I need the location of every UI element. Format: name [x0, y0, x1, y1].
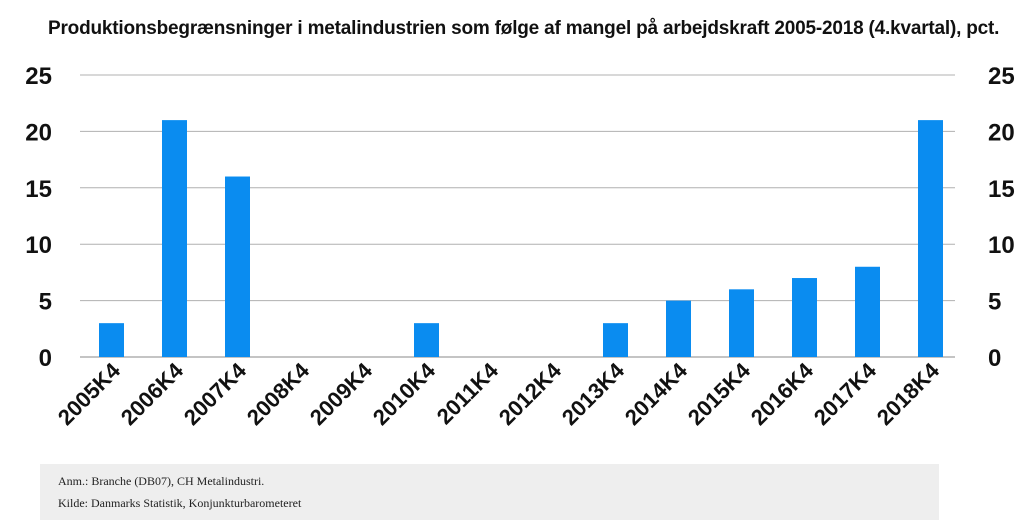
bar-2015K4: [729, 289, 754, 357]
bar-chart: 0 5 10 15 20 25 0 5 10 15 20 25 2005K42006K42007K4…: [25, 63, 1015, 430]
x-tick-label: 2012K4: [494, 357, 567, 430]
y-tick-label-right: 5: [988, 289, 1001, 316]
x-tick-label: 2011K4: [432, 357, 504, 429]
x-tick-label: 2005K4: [53, 357, 126, 430]
x-tick-label: 2009K4: [305, 357, 378, 430]
x-tick-label: 2016K4: [746, 357, 819, 430]
y-tick-label-left: 20: [25, 119, 52, 146]
right-y-axis: 0 5 10 15 20 25: [988, 63, 1015, 372]
source-text: Kilde: Danmarks Statistik, Konjunkturbar…: [58, 496, 302, 510]
x-tick-label: 2010K4: [368, 357, 441, 430]
y-tick-label-left: 10: [25, 232, 52, 259]
bar-2014K4: [666, 300, 691, 357]
y-tick-label-right: 25: [988, 63, 1015, 90]
bar-2016K4: [792, 278, 817, 357]
y-tick-label-left: 25: [25, 63, 52, 90]
bar-2017K4: [855, 266, 880, 357]
bar-2006K4: [162, 120, 187, 358]
left-y-axis: 0 5 10 15 20 25: [25, 63, 52, 372]
y-tick-label-left: 5: [39, 289, 52, 316]
y-tick-label-right: 20: [988, 119, 1015, 146]
bar-2013K4: [603, 323, 628, 357]
bars: [99, 120, 943, 358]
x-tick-label: 2007K4: [179, 357, 252, 430]
bar-2007K4: [225, 176, 250, 357]
y-tick-label-left: 15: [25, 176, 52, 203]
note-text: Anm.: Branche (DB07), CH Metalindustri.: [58, 474, 265, 488]
y-tick-label-left: 0: [39, 345, 52, 372]
y-tick-label-right: 10: [988, 232, 1015, 259]
y-tick-label-right: 15: [988, 176, 1015, 203]
bar-2005K4: [99, 323, 124, 357]
x-tick-label: 2013K4: [557, 357, 630, 430]
x-tick-label: 2006K4: [116, 357, 189, 430]
x-tick-label: 2015K4: [683, 357, 756, 430]
gridlines: [80, 74, 955, 358]
chart-title: Produktionsbegrænsninger i metalindustri…: [48, 18, 1000, 39]
x-tick-label: 2017K4: [809, 357, 882, 430]
footnote-box: Anm.: Branche (DB07), CH Metalindustri. …: [40, 464, 939, 520]
x-tick-label: 2008K4: [242, 357, 315, 430]
x-tick-label: 2018K4: [872, 357, 945, 430]
bar-2018K4: [918, 120, 943, 358]
x-axis: 2005K42006K42007K42008K42009K42010K42011…: [53, 357, 945, 430]
y-tick-label-right: 0: [988, 345, 1001, 372]
x-tick-label: 2014K4: [620, 357, 693, 430]
bar-2010K4: [414, 323, 439, 357]
